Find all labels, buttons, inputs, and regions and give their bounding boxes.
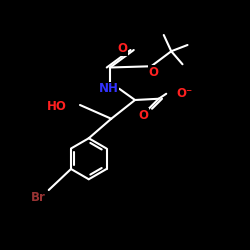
Text: Br: Br [31, 191, 46, 204]
Text: O⁻: O⁻ [176, 87, 192, 100]
Text: NH: NH [99, 82, 119, 95]
Text: O: O [118, 42, 128, 55]
Text: HO: HO [46, 100, 66, 113]
Text: O: O [139, 108, 149, 122]
Text: O: O [149, 66, 159, 79]
